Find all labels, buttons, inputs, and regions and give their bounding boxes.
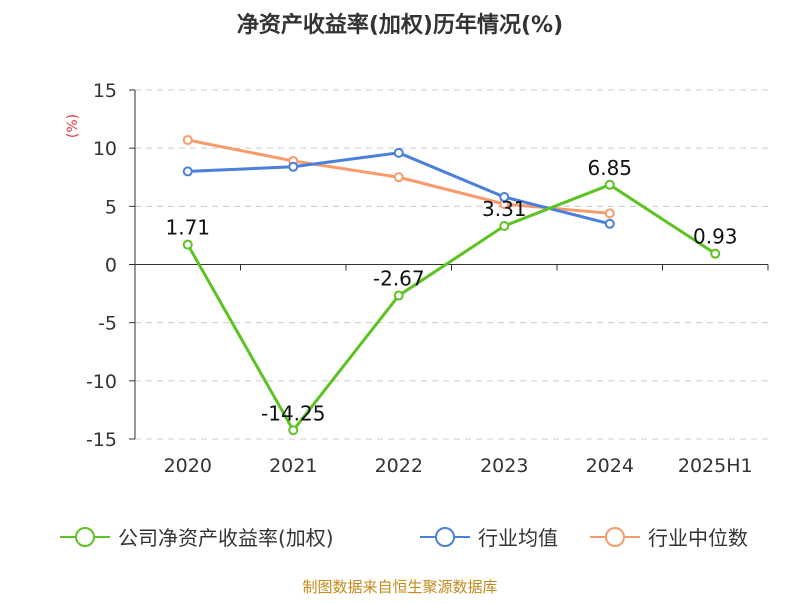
data-point — [604, 179, 615, 190]
legend-label: 公司净资产收益率(加权) — [118, 526, 334, 550]
data-label: 3.31 — [482, 197, 527, 221]
data-point — [393, 172, 404, 183]
chart-title: 净资产收益率(加权)历年情况(%) — [237, 12, 563, 38]
y-tick-label: -5 — [98, 313, 117, 335]
legend-label: 行业中位数 — [648, 526, 748, 550]
y-tick-label: -10 — [86, 371, 117, 393]
data-point — [393, 147, 404, 158]
legend-marker — [75, 527, 95, 547]
y-tick-label: 10 — [93, 138, 117, 160]
data-point — [393, 290, 404, 301]
x-tick-label: 2020 — [164, 455, 212, 477]
y-axis-unit: (%) — [65, 114, 81, 138]
x-tick-label: 2024 — [586, 455, 634, 477]
data-point — [499, 220, 510, 231]
source-note: 制图数据来自恒生聚源数据库 — [302, 578, 497, 596]
legend-marker — [435, 527, 455, 547]
legend-marker — [605, 527, 625, 547]
data-point — [604, 218, 615, 229]
legend: 公司净资产收益率(加权) 行业均值 行业中位数 — [60, 526, 748, 550]
data-point — [182, 239, 193, 250]
x-tick-label: 2025H1 — [678, 455, 753, 477]
data-point — [182, 135, 193, 146]
data-label: 1.71 — [165, 216, 210, 240]
axes: 15 10 5 0 -5 -10 -15 2020 2021 2022 2023 2024 2025H1 — [86, 80, 769, 477]
data-point — [288, 161, 299, 172]
data-point — [499, 192, 510, 203]
data-point — [710, 248, 721, 259]
data-labels: 1.71 -14.25 -2.67 3.31 6.85 0.93 — [165, 156, 737, 425]
series-line — [186, 183, 717, 432]
x-tick-label: 2023 — [480, 455, 528, 477]
y-tick-label: 0 — [105, 255, 117, 277]
series-line — [187, 151, 611, 226]
y-tick-label: 15 — [93, 80, 117, 102]
y-tick-label: 5 — [105, 196, 117, 218]
data-point — [288, 425, 299, 436]
legend-label: 行业均值 — [478, 526, 558, 550]
data-label: 6.85 — [587, 156, 632, 180]
series-lines — [182, 135, 721, 436]
data-label: -14.25 — [261, 401, 325, 425]
data-label: -2.67 — [373, 267, 425, 291]
data-point — [604, 208, 615, 219]
data-label: 0.93 — [693, 225, 738, 249]
x-tick-label: 2022 — [375, 455, 423, 477]
y-tick-label: -15 — [86, 429, 117, 451]
x-tick-label: 2021 — [269, 455, 317, 477]
data-point — [182, 166, 193, 177]
